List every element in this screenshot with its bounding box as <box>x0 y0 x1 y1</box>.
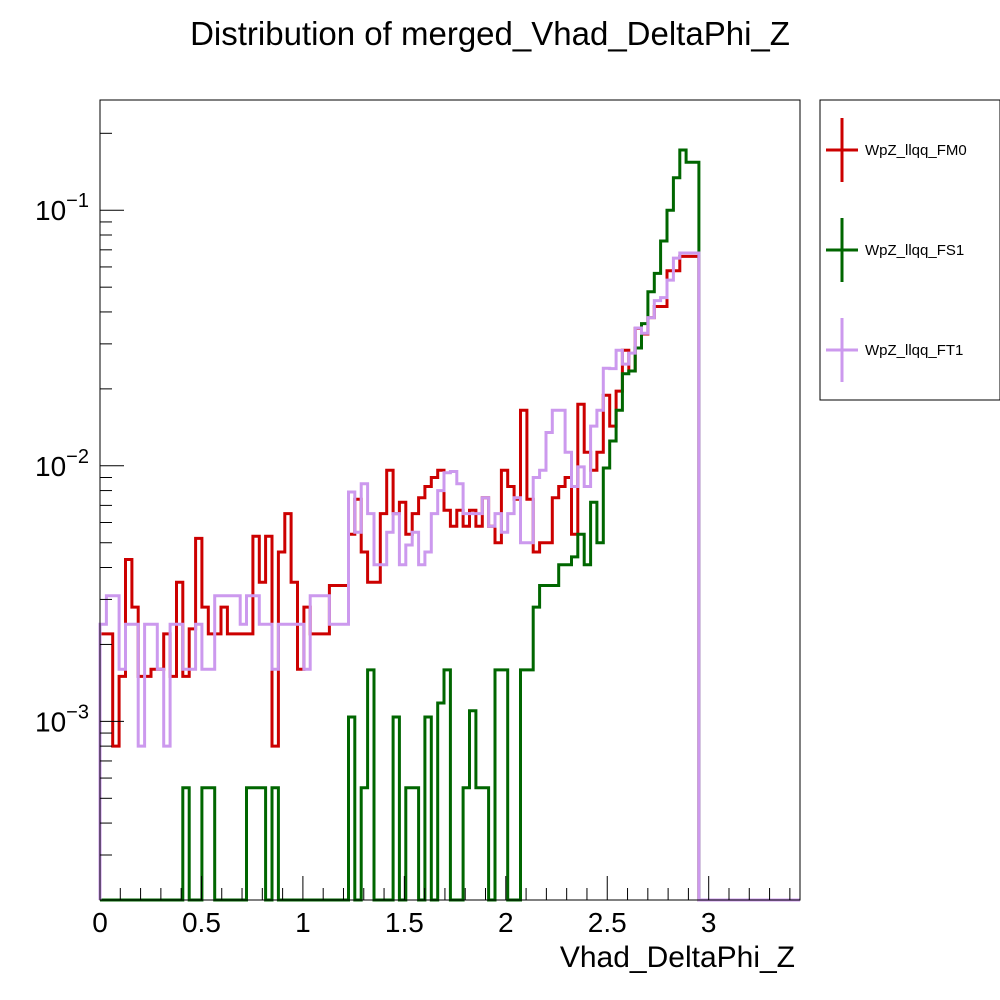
x-tick-label: 1 <box>295 907 311 938</box>
x-axis-label: Vhad_DeltaPhi_Z <box>560 941 795 974</box>
x-axis: 0 0.5 1 1.5 2 2.5 3 <box>92 876 791 938</box>
legend-entry-2: WpZ_llqq_FS1 <box>826 218 964 282</box>
chart-title: Distribution of merged_Vhad_DeltaPhi_Z <box>190 15 790 52</box>
y-tick-label: 10−2 <box>35 446 89 482</box>
x-tick-label: 3 <box>701 907 717 938</box>
legend-label: WpZ_llqq_FM0 <box>865 142 967 159</box>
x-tick-label: 1.5 <box>385 907 424 938</box>
y-axis: 10−3 10−2 10−1 <box>35 132 124 901</box>
y-tick-label: 10−3 <box>35 701 89 737</box>
x-tick-label: 0.5 <box>182 907 221 938</box>
legend-label: WpZ_llqq_FS1 <box>865 242 964 259</box>
series-layer <box>98 148 800 902</box>
series-line-3 <box>98 251 800 902</box>
legend: WpZ_llqq_FM0 WpZ_llqq_FS1 WpZ_llqq_FT1 <box>819 99 1000 401</box>
legend-entry-3: WpZ_llqq_FT1 <box>826 318 963 382</box>
x-tick-label: 0 <box>92 907 108 938</box>
legend-entry-1: WpZ_llqq_FM0 <box>826 118 967 182</box>
y-tick-label: 10−1 <box>35 190 89 226</box>
series-line-1 <box>98 254 800 902</box>
x-tick-label: 2 <box>498 907 514 938</box>
legend-label: WpZ_llqq_FT1 <box>865 342 963 359</box>
x-tick-label: 2.5 <box>588 907 627 938</box>
plot-frame <box>99 99 801 901</box>
